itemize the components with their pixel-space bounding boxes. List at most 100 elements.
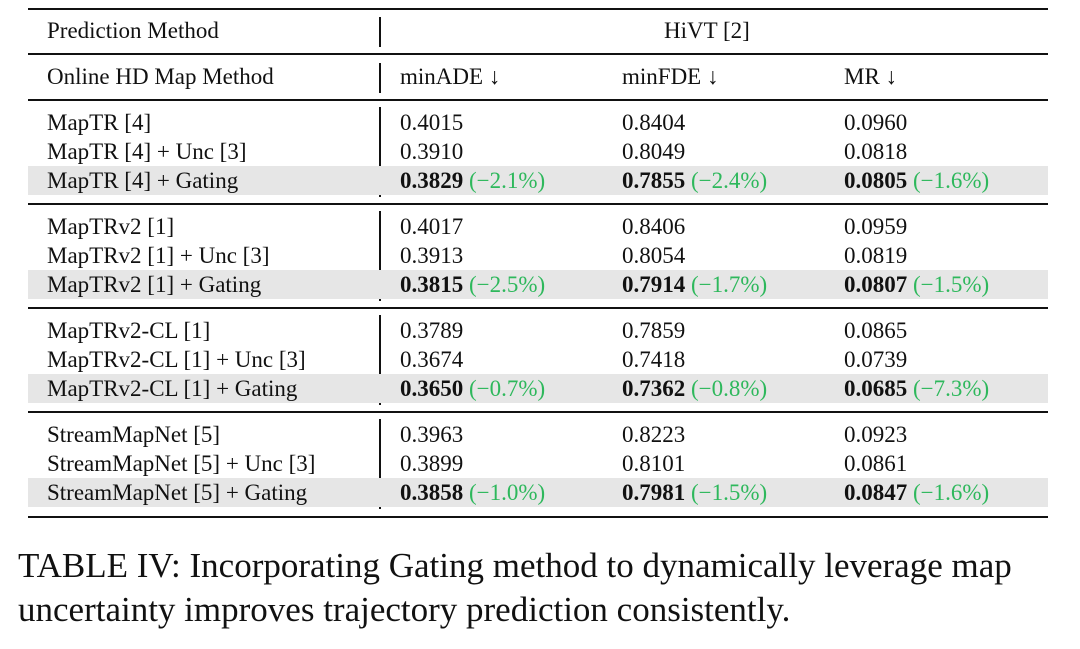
mr-cell: 0.0865 [844, 318, 908, 343]
minfde-cell: 0.8054 [622, 243, 686, 268]
minade-value: 0.3829 [400, 168, 464, 193]
minfde-improvement: (−1.7%) [691, 272, 768, 297]
mr-cell: 0.0739 [844, 347, 908, 372]
method-cell: StreamMapNet [5] + Unc [3] [47, 451, 316, 476]
mr-improvement: (−1.6%) [913, 480, 990, 505]
minfde-improvement: (−2.4%) [691, 168, 768, 193]
minade-cell: 0.3829 (−2.1%) [400, 166, 545, 195]
mr-cell: 0.0807 (−1.5%) [844, 270, 989, 299]
minade-cell: 0.3674 [400, 347, 464, 372]
mr-improvement: (−1.5%) [913, 272, 990, 297]
mr-value: 0.0847 [844, 480, 908, 505]
mr-improvement: (−1.6%) [913, 168, 990, 193]
table-row-highlighted: MapTRv2 [1] + Gating 0.3815 (−2.5%) 0.79… [28, 270, 1048, 299]
method-cell: MapTR [4] + Gating [47, 168, 239, 193]
header-online-map-method: Online HD Map Method [47, 64, 274, 89]
minade-value: 0.3815 [400, 272, 464, 297]
table-row: MapTR [4] 0.4015 0.8404 0.0960 [28, 108, 1048, 137]
column-separator [379, 107, 381, 197]
method-cell: MapTRv2-CL [1] [47, 318, 211, 343]
minade-improvement: (−2.1%) [469, 168, 546, 193]
table-row-highlighted: MapTR [4] + Gating 0.3829 (−2.1%) 0.7855… [28, 166, 1048, 195]
table-row-highlighted: StreamMapNet [5] + Gating 0.3858 (−1.0%)… [28, 478, 1048, 507]
minfde-improvement: (−1.5%) [691, 480, 768, 505]
minfde-cell: 0.8101 [622, 451, 686, 476]
minade-cell: 0.3913 [400, 243, 464, 268]
mr-value: 0.0807 [844, 272, 908, 297]
minade-improvement: (−2.5%) [469, 272, 546, 297]
group-divider [28, 203, 1048, 205]
column-separator [379, 211, 381, 301]
minade-cell: 0.3910 [400, 139, 464, 164]
header-mid-rule [28, 53, 1048, 55]
method-cell: StreamMapNet [5] [47, 422, 221, 447]
caption-label: TABLE IV: [18, 546, 181, 585]
minade-cell: 0.3789 [400, 318, 464, 343]
minfde-cell: 0.7855 (−2.4%) [622, 166, 767, 195]
table-row: MapTRv2 [1] + Unc [3] 0.3913 0.8054 0.08… [28, 241, 1048, 270]
table-row: MapTRv2 [1] 0.4017 0.8406 0.0959 [28, 212, 1048, 241]
mr-cell: 0.0847 (−1.6%) [844, 478, 989, 507]
minade-cell: 0.3815 (−2.5%) [400, 270, 545, 299]
minade-value: 0.3650 [400, 376, 464, 401]
minade-improvement: (−0.7%) [469, 376, 546, 401]
mr-cell: 0.0923 [844, 422, 908, 447]
mr-value: 0.0685 [844, 376, 908, 401]
mr-cell: 0.0819 [844, 243, 908, 268]
minfde-cell: 0.7418 [622, 347, 686, 372]
header-group-hivt: HiVT [2] [664, 18, 750, 43]
mr-cell: 0.0861 [844, 451, 908, 476]
group-divider [28, 307, 1048, 309]
caption-text: Incorporating Gating method to dynamical… [18, 546, 1012, 629]
column-separator [379, 17, 381, 47]
minfde-cell: 0.8406 [622, 214, 686, 239]
minfde-cell: 0.7914 (−1.7%) [622, 270, 767, 299]
mr-cell: 0.0805 (−1.6%) [844, 166, 989, 195]
minade-cell: 0.3650 (−0.7%) [400, 374, 545, 403]
column-separator [379, 315, 381, 405]
table-caption: TABLE IV: Incorporating Gating method to… [18, 544, 1068, 632]
header-mr: MR ↓ [844, 64, 898, 89]
method-cell: MapTRv2 [1] + Gating [47, 272, 262, 297]
mr-cell: 0.0685 (−7.3%) [844, 374, 989, 403]
mr-cell: 0.0959 [844, 214, 908, 239]
method-cell: MapTRv2 [1] + Unc [3] [47, 243, 270, 268]
minfde-cell: 0.8404 [622, 110, 686, 135]
minfde-cell: 0.7362 (−0.8%) [622, 374, 767, 403]
minfde-improvement: (−0.8%) [691, 376, 768, 401]
table-row: StreamMapNet [5] 0.3963 0.8223 0.0923 [28, 420, 1048, 449]
header-minfde: minFDE ↓ [622, 64, 719, 89]
minade-cell: 0.3899 [400, 451, 464, 476]
table-row-highlighted: MapTRv2-CL [1] + Gating 0.3650 (−0.7%) 0… [28, 374, 1048, 403]
minfde-value: 0.7981 [622, 480, 686, 505]
table-bottom-rule [28, 516, 1048, 518]
table-row: MapTRv2-CL [1] + Unc [3] 0.3674 0.7418 0… [28, 345, 1048, 374]
method-cell: MapTRv2-CL [1] + Unc [3] [47, 347, 306, 372]
mr-cell: 0.0960 [844, 110, 908, 135]
group-divider [28, 411, 1048, 413]
minfde-value: 0.7914 [622, 272, 686, 297]
table-row: MapTR [4] + Unc [3] 0.3910 0.8049 0.0818 [28, 137, 1048, 166]
minfde-cell: 0.7981 (−1.5%) [622, 478, 767, 507]
minfde-value: 0.7855 [622, 168, 686, 193]
minfde-cell: 0.8223 [622, 422, 686, 447]
header-prediction-method: Prediction Method [47, 18, 219, 43]
mr-cell: 0.0818 [844, 139, 908, 164]
minade-improvement: (−1.0%) [469, 480, 546, 505]
minfde-cell: 0.8049 [622, 139, 686, 164]
minfde-cell: 0.7859 [622, 318, 686, 343]
column-separator [379, 63, 381, 93]
minade-cell: 0.3858 (−1.0%) [400, 478, 545, 507]
header-minade: minADE ↓ [400, 64, 501, 89]
table-top-rule [28, 8, 1048, 10]
column-separator [379, 419, 381, 509]
minade-cell: 0.3963 [400, 422, 464, 447]
minade-cell: 0.4017 [400, 214, 464, 239]
method-cell: MapTRv2-CL [1] + Gating [47, 376, 298, 401]
method-cell: StreamMapNet [5] + Gating [47, 480, 308, 505]
mr-value: 0.0805 [844, 168, 908, 193]
mr-improvement: (−7.3%) [913, 376, 990, 401]
minade-value: 0.3858 [400, 480, 464, 505]
method-cell: MapTR [4] [47, 110, 152, 135]
minfde-value: 0.7362 [622, 376, 686, 401]
